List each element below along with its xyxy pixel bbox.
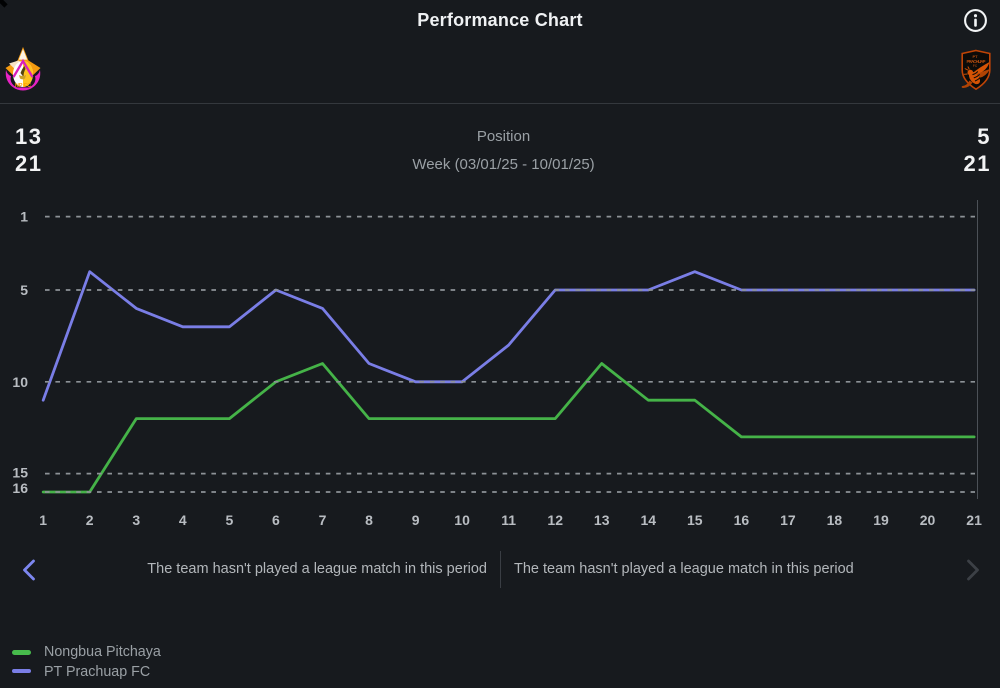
svg-text:9: 9 [412,512,420,528]
svg-text:16: 16 [734,512,750,528]
svg-text:18: 18 [827,512,843,528]
svg-text:13: 13 [594,512,610,528]
svg-text:17: 17 [780,512,796,528]
svg-text:PT: PT [972,54,978,59]
svg-text:10: 10 [454,512,470,528]
svg-text:2: 2 [86,512,94,528]
svg-text:5: 5 [20,282,28,298]
svg-text:14: 14 [641,512,657,528]
svg-text:PRACHUAP: PRACHUAP [967,59,986,64]
svg-text:12: 12 [547,512,563,528]
svg-text:19: 19 [873,512,889,528]
svg-text:15: 15 [687,512,703,528]
svg-text:NP FC: NP FC [15,83,31,89]
svg-text:1: 1 [39,512,47,528]
svg-text:20: 20 [920,512,936,528]
svg-text:1: 1 [20,209,28,225]
svg-text:21: 21 [966,512,982,528]
svg-text:10: 10 [12,374,28,390]
svg-text:7: 7 [319,512,327,528]
svg-text:3: 3 [132,512,140,528]
svg-text:15: 15 [12,464,28,480]
svg-text:11: 11 [501,512,516,528]
svg-text:4: 4 [179,512,187,528]
svg-text:6: 6 [272,512,280,528]
svg-text:16: 16 [12,480,28,496]
svg-text:5: 5 [226,512,234,528]
svg-text:8: 8 [365,512,373,528]
svg-text:FC: FC [973,64,978,68]
